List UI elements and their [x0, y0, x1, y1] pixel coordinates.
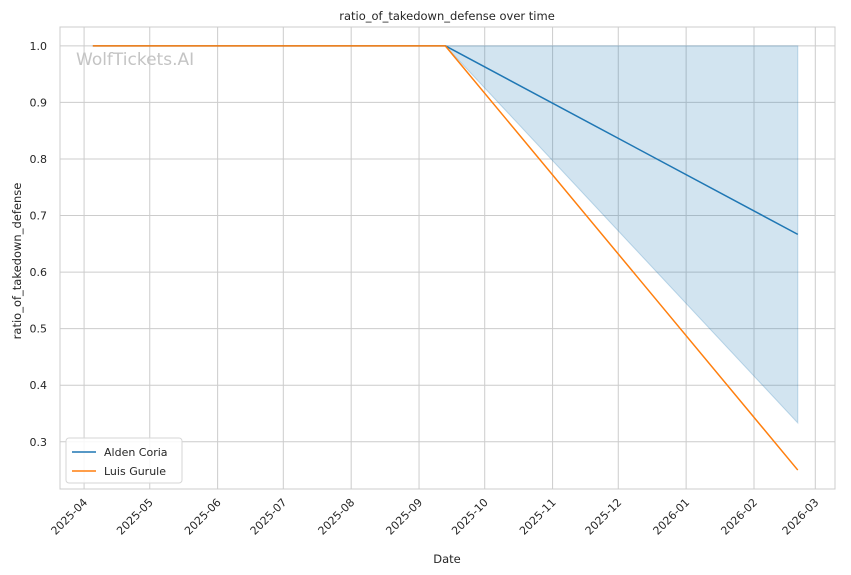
- legend-label: Luis Gurule: [104, 465, 166, 478]
- confidence-bands: [444, 45, 799, 425]
- x-tick-label: 2025-04: [49, 496, 91, 538]
- x-axis-title: Date: [433, 552, 461, 566]
- y-tick-labels: 0.3 0.4 0.5 0.6 0.7 0.8 0.9 1.0: [30, 40, 48, 449]
- grid: [60, 27, 835, 489]
- x-tick-label: 2025-06: [182, 496, 224, 538]
- y-tick-label: 0.8: [30, 153, 48, 166]
- y-tick-label: 0.7: [30, 210, 48, 223]
- legend: Alden Coria Luis Gurule: [65, 437, 183, 484]
- y-tick-label: 0.4: [30, 379, 48, 392]
- x-tick-label: 2026-02: [718, 496, 760, 538]
- watermark-text: WolfTickets.AI: [76, 50, 194, 70]
- plot-frame: [59, 26, 836, 490]
- series-lines: [92, 45, 799, 471]
- confidence-band: [444, 45, 799, 425]
- series-line: [92, 45, 799, 471]
- y-tick-label: 0.3: [30, 436, 48, 449]
- x-tick-label: 2025-05: [114, 496, 156, 538]
- y-tick-label: 0.6: [30, 266, 48, 279]
- x-tick-label: 2026-03: [780, 496, 822, 538]
- y-axis-title: ratio_of_takedown_defense: [10, 183, 24, 340]
- legend-label: Alden Coria: [104, 446, 168, 459]
- x-tick-label: 2025-12: [583, 496, 625, 538]
- y-tick-label: 1.0: [30, 40, 48, 53]
- x-tick-label: 2025-07: [248, 496, 290, 538]
- x-tick-label: 2026-01: [651, 496, 693, 538]
- y-tick-label: 0.9: [30, 96, 48, 109]
- y-tick-label: 0.5: [30, 323, 48, 336]
- x-tick-label: 2025-08: [316, 496, 358, 538]
- x-tick-label: 2025-10: [449, 496, 491, 538]
- x-tick-label: 2025-11: [517, 496, 559, 538]
- x-tick-labels: 2025-04 2025-05 2025-06 2025-07 2025-08 2025-…: [49, 496, 822, 538]
- chart-title: ratio_of_takedown_defense over time: [339, 9, 555, 23]
- x-tick-label: 2025-09: [383, 496, 425, 538]
